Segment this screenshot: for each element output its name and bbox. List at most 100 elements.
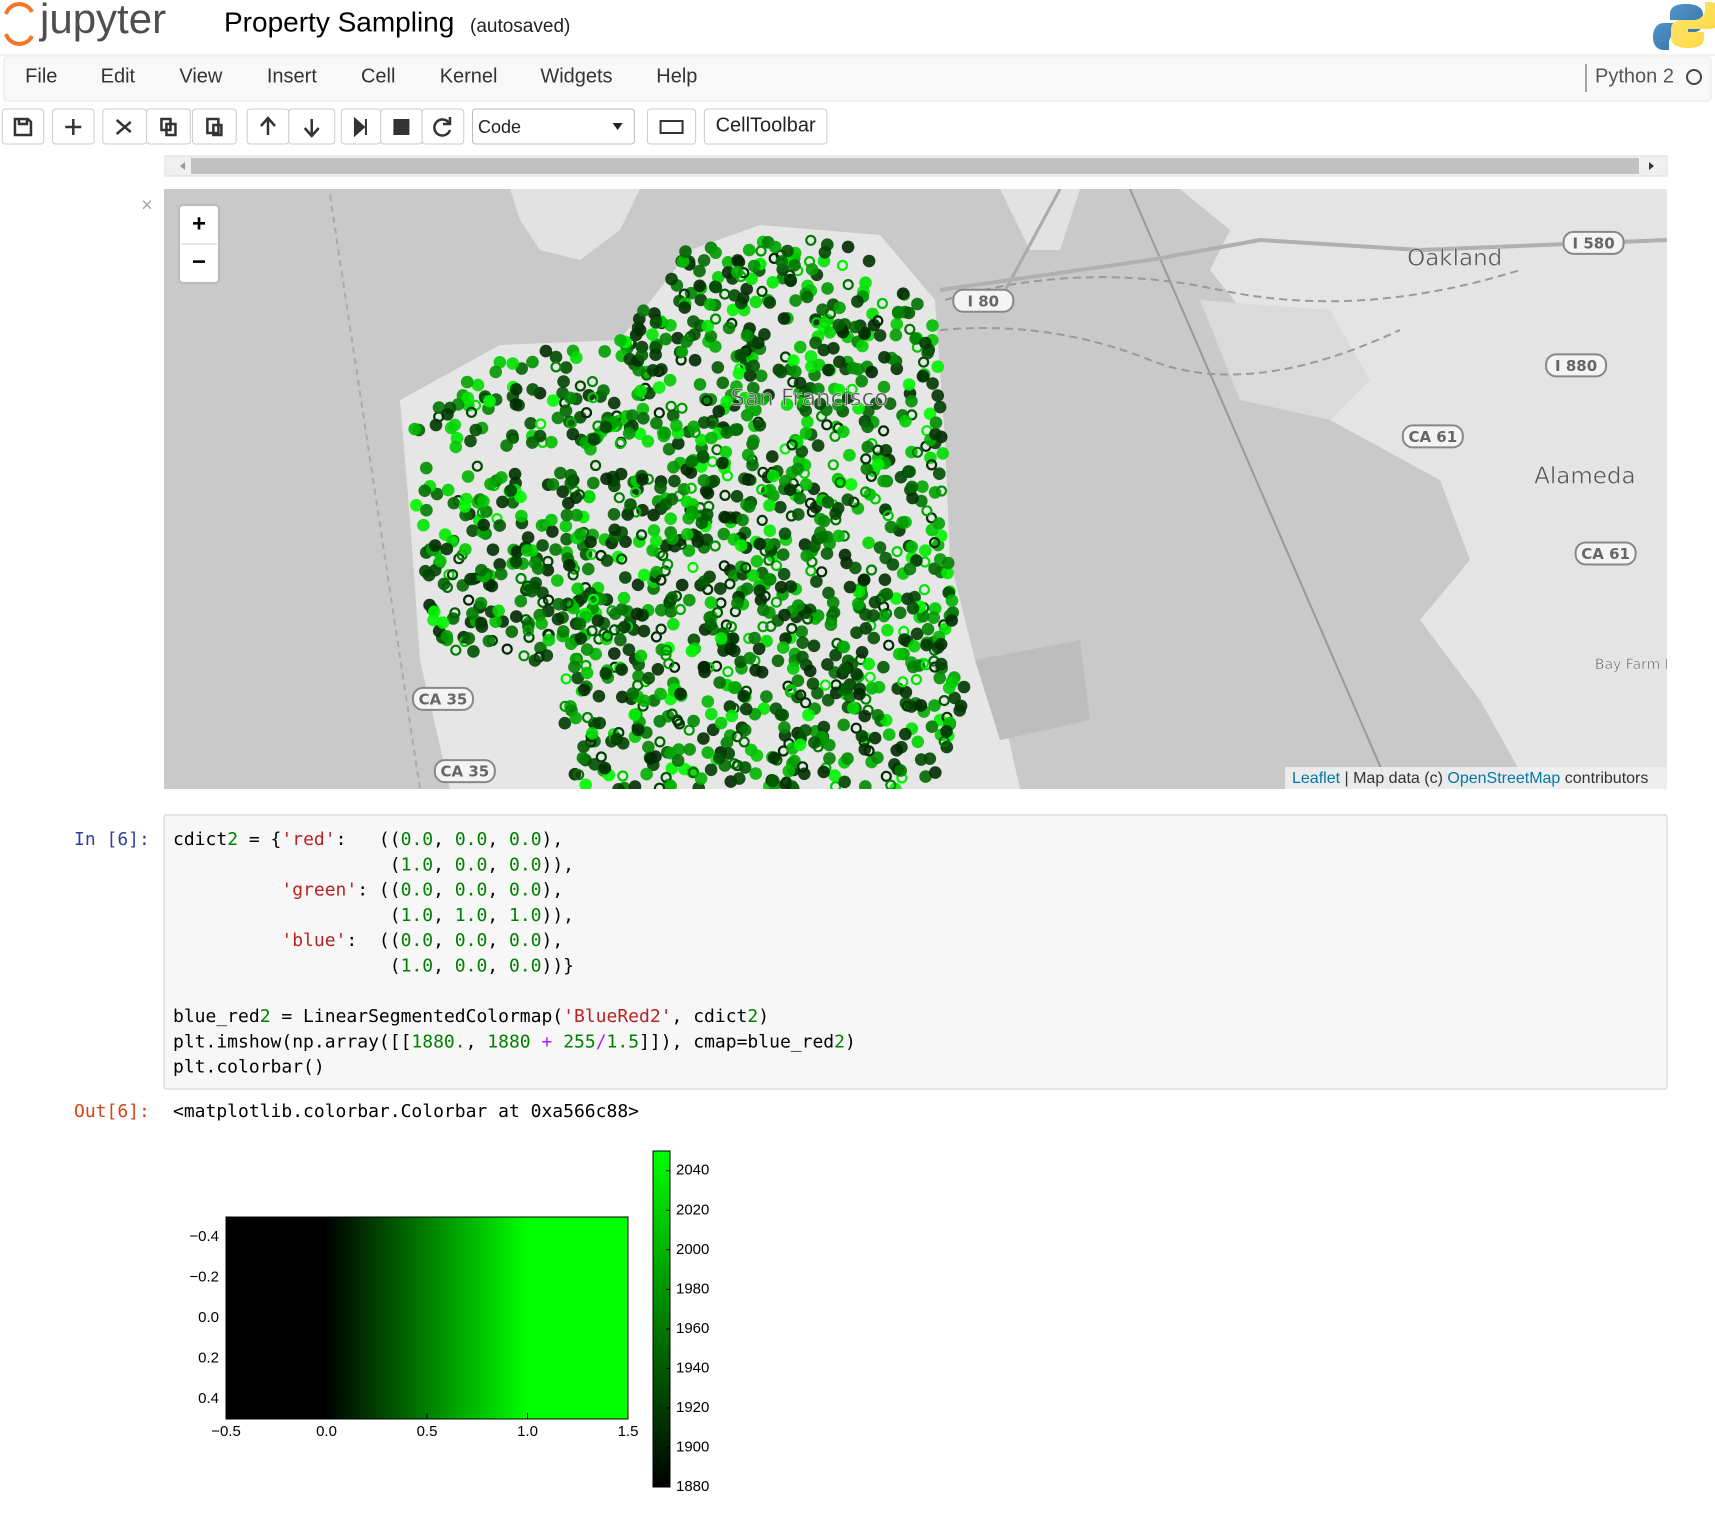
- property-point: [726, 632, 740, 645]
- toolbar-button[interactable]: [1, 108, 45, 145]
- property-point: [557, 375, 570, 388]
- x-tick-label: −0.5: [211, 1423, 241, 1440]
- property-point: [549, 350, 563, 364]
- property-point: [709, 313, 722, 325]
- menu-item[interactable]: Help: [656, 65, 697, 87]
- place-label: Alameda: [1534, 463, 1635, 489]
- property-point: [730, 265, 744, 279]
- property-point: [428, 539, 442, 552]
- property-point: [804, 350, 818, 363]
- code-cell[interactable]: [163, 814, 1668, 1090]
- select-arrow: [612, 123, 623, 130]
- menu-item[interactable]: Edit: [101, 65, 136, 87]
- zoom-in[interactable]: +: [192, 210, 206, 237]
- toolbar-button[interactable]: [647, 108, 697, 145]
- property-point: [855, 646, 869, 659]
- route-shield: [1545, 353, 1608, 378]
- close-output[interactable]: ×: [141, 194, 153, 216]
- toolbar-button[interactable]: [146, 108, 191, 145]
- menu-item[interactable]: Cell: [361, 65, 395, 87]
- property-point: [908, 590, 921, 604]
- property-point: [608, 523, 621, 537]
- cell-type-select[interactable]: [472, 108, 635, 145]
- cell-toolbar[interactable]: CellToolbar: [716, 114, 816, 136]
- property-point: [750, 555, 764, 568]
- menu-item[interactable]: Kernel: [440, 65, 498, 87]
- attribution-part[interactable]: OpenStreetMap: [1447, 770, 1560, 787]
- property-point: [709, 246, 722, 259]
- property-point: [434, 554, 447, 568]
- property-point: [460, 375, 474, 389]
- toolbar-button[interactable]: [703, 108, 828, 145]
- property-point: [832, 529, 845, 543]
- property-point: [821, 419, 833, 431]
- property-point: [683, 593, 696, 607]
- property-point: [921, 505, 933, 517]
- property-point: [860, 462, 874, 476]
- property-point: [675, 345, 689, 359]
- property-point: [690, 530, 704, 543]
- map[interactable]: Oakland Alameda San Francisco I 80 I 580 I 88…: [164, 189, 1669, 796]
- property-point: [701, 746, 715, 759]
- property-point: [911, 735, 925, 749]
- property-point: [638, 694, 651, 708]
- property-point: [682, 512, 695, 525]
- menu-item[interactable]: Insert: [267, 65, 317, 87]
- property-point: [693, 279, 706, 293]
- property-point: [877, 380, 891, 394]
- toolbar-button[interactable]: [421, 108, 465, 145]
- attribution-part[interactable]: Leaflet: [1292, 770, 1341, 787]
- property-point: [419, 564, 432, 578]
- scrollbar-thumb[interactable]: [191, 158, 1639, 174]
- property-point: [892, 647, 906, 661]
- property-point: [747, 381, 760, 395]
- property-point: [838, 662, 852, 676]
- output-text: <matplotlib.colorbar.Colorbar at 0xa566c…: [173, 1101, 639, 1122]
- property-point: [704, 596, 718, 609]
- code-line: (1.0, 0.0, 0.0))}: [173, 956, 574, 977]
- route-shield: [411, 686, 474, 711]
- logo[interactable]: jupyter: [38, 0, 166, 42]
- zoom-out[interactable]: −: [192, 248, 206, 275]
- property-point: [813, 397, 827, 411]
- property-point: [493, 558, 507, 571]
- property-point: [541, 563, 555, 577]
- menu-item[interactable]: View: [179, 65, 223, 87]
- property-point: [832, 318, 845, 332]
- scroll-left[interactable]: [180, 162, 185, 170]
- icon-down: [303, 119, 320, 138]
- property-point: [799, 697, 812, 709]
- property-point: [753, 419, 767, 432]
- property-point: [697, 416, 711, 429]
- property-point: [788, 259, 801, 272]
- cell-type[interactable]: Code: [478, 117, 521, 137]
- property-point: [730, 490, 744, 503]
- property-point: [941, 556, 955, 570]
- property-point: [607, 396, 621, 410]
- airport-land: [1200, 300, 1370, 420]
- property-point: [593, 716, 606, 730]
- property-point: [705, 431, 718, 445]
- property-point: [682, 544, 696, 557]
- property-point: [505, 625, 519, 638]
- property-point: [763, 554, 775, 566]
- property-point: [877, 425, 890, 437]
- property-point: [542, 633, 556, 647]
- header: jupyter Property Sampling (autosaved): [0, 0, 1715, 56]
- property-point: [747, 434, 760, 448]
- property-point: [598, 761, 612, 775]
- property-point: [883, 639, 895, 651]
- property-point: [725, 709, 739, 723]
- property-point: [756, 514, 768, 527]
- property-point: [410, 499, 423, 512]
- menu-item[interactable]: File: [25, 65, 57, 87]
- scroll-right[interactable]: [1649, 162, 1654, 170]
- property-point: [704, 330, 718, 343]
- property-point: [796, 650, 809, 664]
- notebook-title[interactable]: Property Sampling: [224, 6, 454, 37]
- menu-item[interactable]: Widgets: [540, 65, 612, 87]
- property-point: [877, 660, 890, 674]
- property-point: [714, 582, 727, 595]
- property-point: [580, 643, 594, 656]
- property-point: [570, 508, 583, 522]
